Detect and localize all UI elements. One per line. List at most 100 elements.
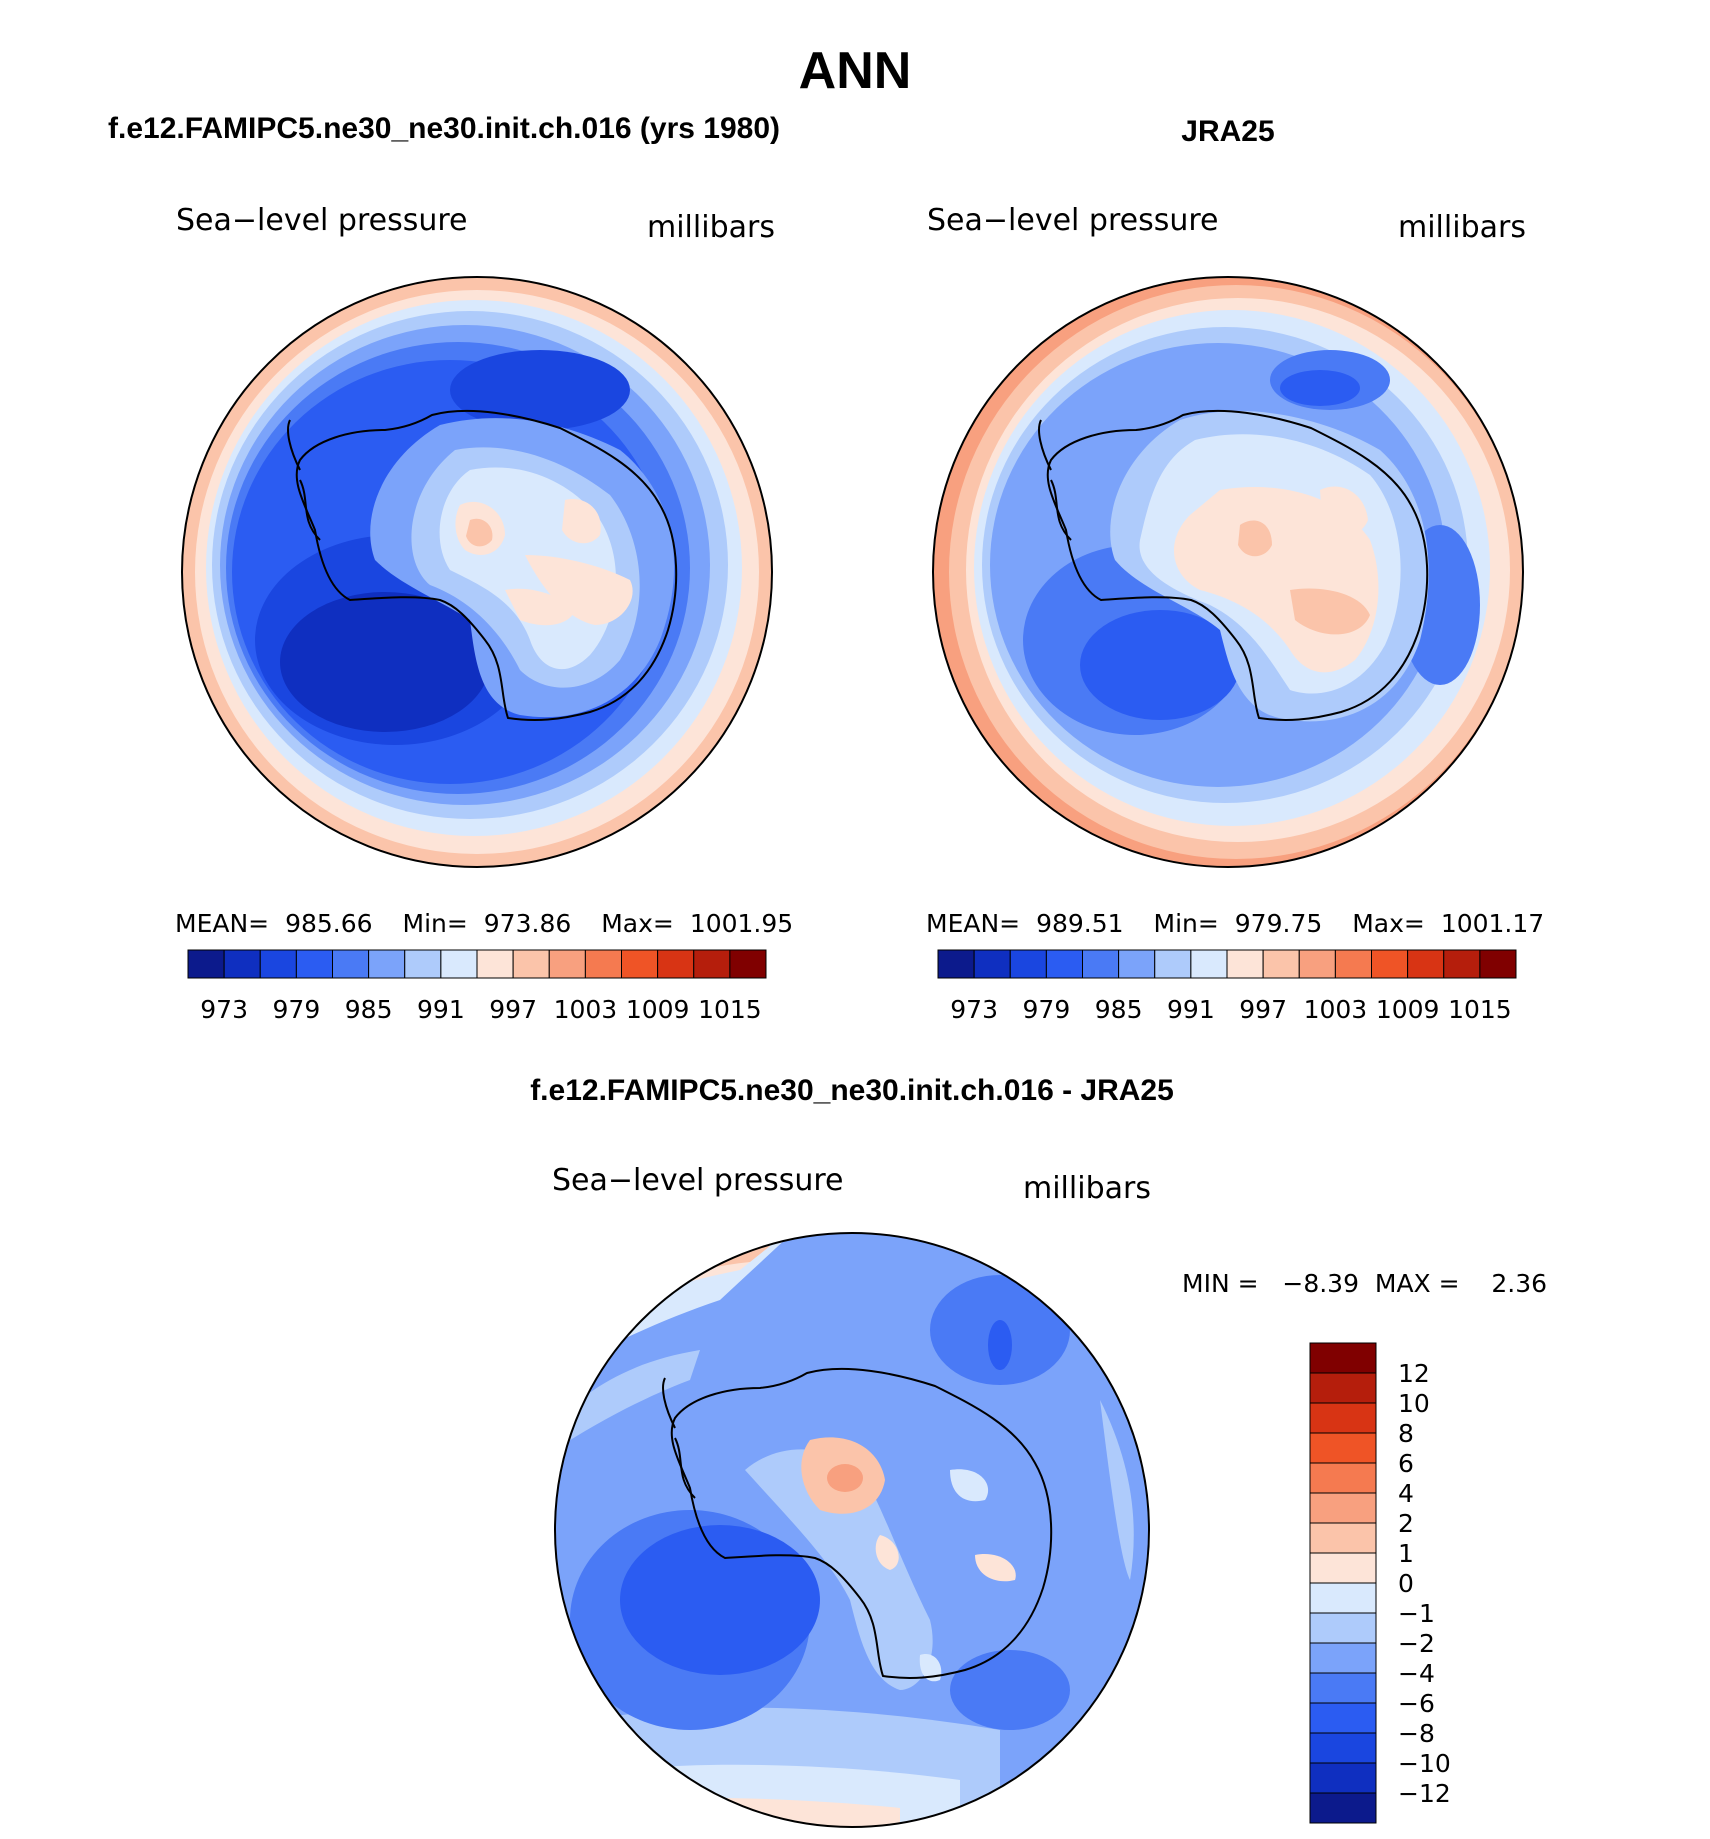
colorbar-swatch — [1309, 1342, 1377, 1374]
obs-min-value: 979.75 — [1235, 909, 1322, 938]
colorbar-tick-label: 12 — [1398, 1359, 1430, 1388]
colorbar-tick-label: 1015 — [698, 995, 762, 1024]
colorbar-swatch — [1309, 1582, 1377, 1614]
panel-model-units: millibars — [647, 210, 775, 245]
figure-title: ANN — [799, 42, 912, 100]
colorbar-swatch — [404, 949, 442, 979]
colorbar-swatch — [973, 949, 1011, 979]
colorbar-tick-label: −8 — [1398, 1719, 1435, 1748]
colorbar-swatch — [1309, 1642, 1377, 1674]
diff-min-max: MIN = −8.39 MAX = 2.36 — [1182, 1269, 1547, 1298]
colorbar-tick-label: 1015 — [1448, 995, 1512, 1024]
svg-text:MEAN= 985.66 Min=: MEAN= 985.66 Min= 973.86 Max= 1001.95 — [175, 909, 793, 938]
colorbar-tick-label: −4 — [1398, 1659, 1435, 1688]
obs-min-label: Min= — [1154, 909, 1219, 938]
colorbar-tick-label: −6 — [1398, 1689, 1435, 1718]
panel-model-heading: f.e12.FAMIPC5.ne30_ne30.init.ch.016 (yrs… — [108, 112, 780, 145]
colorbar-tick-label: 1 — [1398, 1539, 1414, 1568]
panel-obs-variable: Sea−level pressure — [927, 203, 1218, 238]
panel-diff-variable: Sea−level pressure — [552, 1163, 843, 1198]
colorbar-swatch — [512, 949, 550, 979]
colorbar-tick-label: 979 — [1023, 995, 1071, 1024]
colorbar-swatch — [937, 949, 975, 979]
colorbar-tick-label: −2 — [1398, 1629, 1435, 1658]
panel-model: f.e12.FAMIPC5.ne30_ne30.init.ch.016 (yrs… — [108, 112, 793, 1024]
colorbar-swatch — [621, 949, 659, 979]
model-min-label: Min= — [403, 909, 468, 938]
colorbar-swatch — [1309, 1552, 1377, 1584]
colorbar-swatch — [1309, 1672, 1377, 1704]
colorbar-swatch — [1479, 949, 1517, 979]
map-obs — [933, 277, 1523, 867]
colorbar-tick-label: −10 — [1398, 1749, 1451, 1778]
colorbar-swatch — [1298, 949, 1336, 979]
colorbar-swatch — [584, 949, 622, 979]
panel-diff: f.e12.FAMIPC5.ne30_ne30.init.ch.016 - JR… — [530, 1074, 1547, 1828]
colorbar-swatch — [1371, 949, 1409, 979]
colorbar-tick-label: 8 — [1398, 1419, 1414, 1448]
model-min-value: 973.86 — [484, 909, 571, 938]
colorbar-swatch — [259, 949, 297, 979]
colorbar-tick-label: 2 — [1398, 1509, 1414, 1538]
obs-mean-value: 989.51 — [1036, 909, 1123, 938]
colorbar-swatch — [1045, 949, 1083, 979]
colorbar-swatch — [1309, 1492, 1377, 1524]
colorbar-swatch — [1309, 1462, 1377, 1494]
colorbar-tick-label: 979 — [273, 995, 321, 1024]
colorbar-swatch — [1309, 1702, 1377, 1734]
colorbar-tick-label: 997 — [1239, 995, 1287, 1024]
panel-obs-units: millibars — [1398, 210, 1526, 245]
colorbar-swatch — [1118, 949, 1156, 979]
panel-model-variable: Sea−level pressure — [176, 203, 467, 238]
colorbar-swatch — [1309, 1522, 1377, 1554]
colorbar-tick-label: 991 — [417, 995, 465, 1024]
colorbar-swatch — [1226, 949, 1264, 979]
colorbar-swatch — [1309, 1732, 1377, 1764]
colorbar-tick-label: 4 — [1398, 1479, 1414, 1508]
colorbar-swatch — [657, 949, 695, 979]
obs-max-value: 1001.17 — [1441, 909, 1544, 938]
colorbar-tick-label: 991 — [1167, 995, 1215, 1024]
colorbar-tick-label: 6 — [1398, 1449, 1414, 1478]
colorbar-swatch — [1443, 949, 1481, 979]
colorbar-swatch — [1309, 1612, 1377, 1644]
panel-obs-heading: JRA25 — [1181, 115, 1274, 148]
colorbar-tick-label: 997 — [489, 995, 537, 1024]
colorbar-tick-label: 1003 — [1304, 995, 1368, 1024]
colorbar-swatch — [1309, 1762, 1377, 1794]
colorbar-tick-label: −1 — [1398, 1599, 1435, 1628]
colorbar-swatch — [223, 949, 261, 979]
model-mean-value: 985.66 — [285, 909, 372, 938]
colorbar-swatch — [693, 949, 731, 979]
colorbar-swatch — [729, 949, 767, 979]
colorbar-tick-label: −12 — [1398, 1779, 1451, 1808]
colorbar-tick-label: 1009 — [1376, 995, 1440, 1024]
colorbar-swatch — [1154, 949, 1192, 979]
colorbar-swatch — [440, 949, 478, 979]
colorbar-swatch — [476, 949, 514, 979]
colorbar-swatch — [1190, 949, 1228, 979]
svg-text:MEAN= 989.51 Min=: MEAN= 989.51 Min= 979.75 Max= 1001.17 — [926, 909, 1544, 938]
obs-max-label: Max= — [1352, 909, 1425, 938]
colorbar-tick-label: 10 — [1398, 1389, 1430, 1418]
colorbar-swatch — [295, 949, 333, 979]
model-max-value: 1001.95 — [690, 909, 793, 938]
colorbar-swatch — [187, 949, 225, 979]
colorbar-swatch — [1309, 1792, 1377, 1824]
colorbar-swatch — [1082, 949, 1120, 979]
colorbar-swatch — [1407, 949, 1445, 979]
map-model — [182, 277, 772, 867]
panel-diff-heading: f.e12.FAMIPC5.ne30_ne30.init.ch.016 - JR… — [530, 1074, 1174, 1107]
colorbar-swatch — [368, 949, 406, 979]
model-mean-label: MEAN= — [175, 909, 269, 938]
colorbar-obs: 973 979 985 991 997 1003 1009 1015 — [937, 949, 1517, 1024]
colorbar-tick-label: 0 — [1398, 1569, 1414, 1598]
panel-diff-units: millibars — [1023, 1171, 1151, 1206]
panel-obs: JRA25 Sea−level pressure millibars — [926, 115, 1544, 1024]
colorbar-swatch — [1262, 949, 1300, 979]
colorbar-swatch — [1309, 1372, 1377, 1404]
colorbar-swatch — [548, 949, 586, 979]
model-max-label: Max= — [601, 909, 674, 938]
